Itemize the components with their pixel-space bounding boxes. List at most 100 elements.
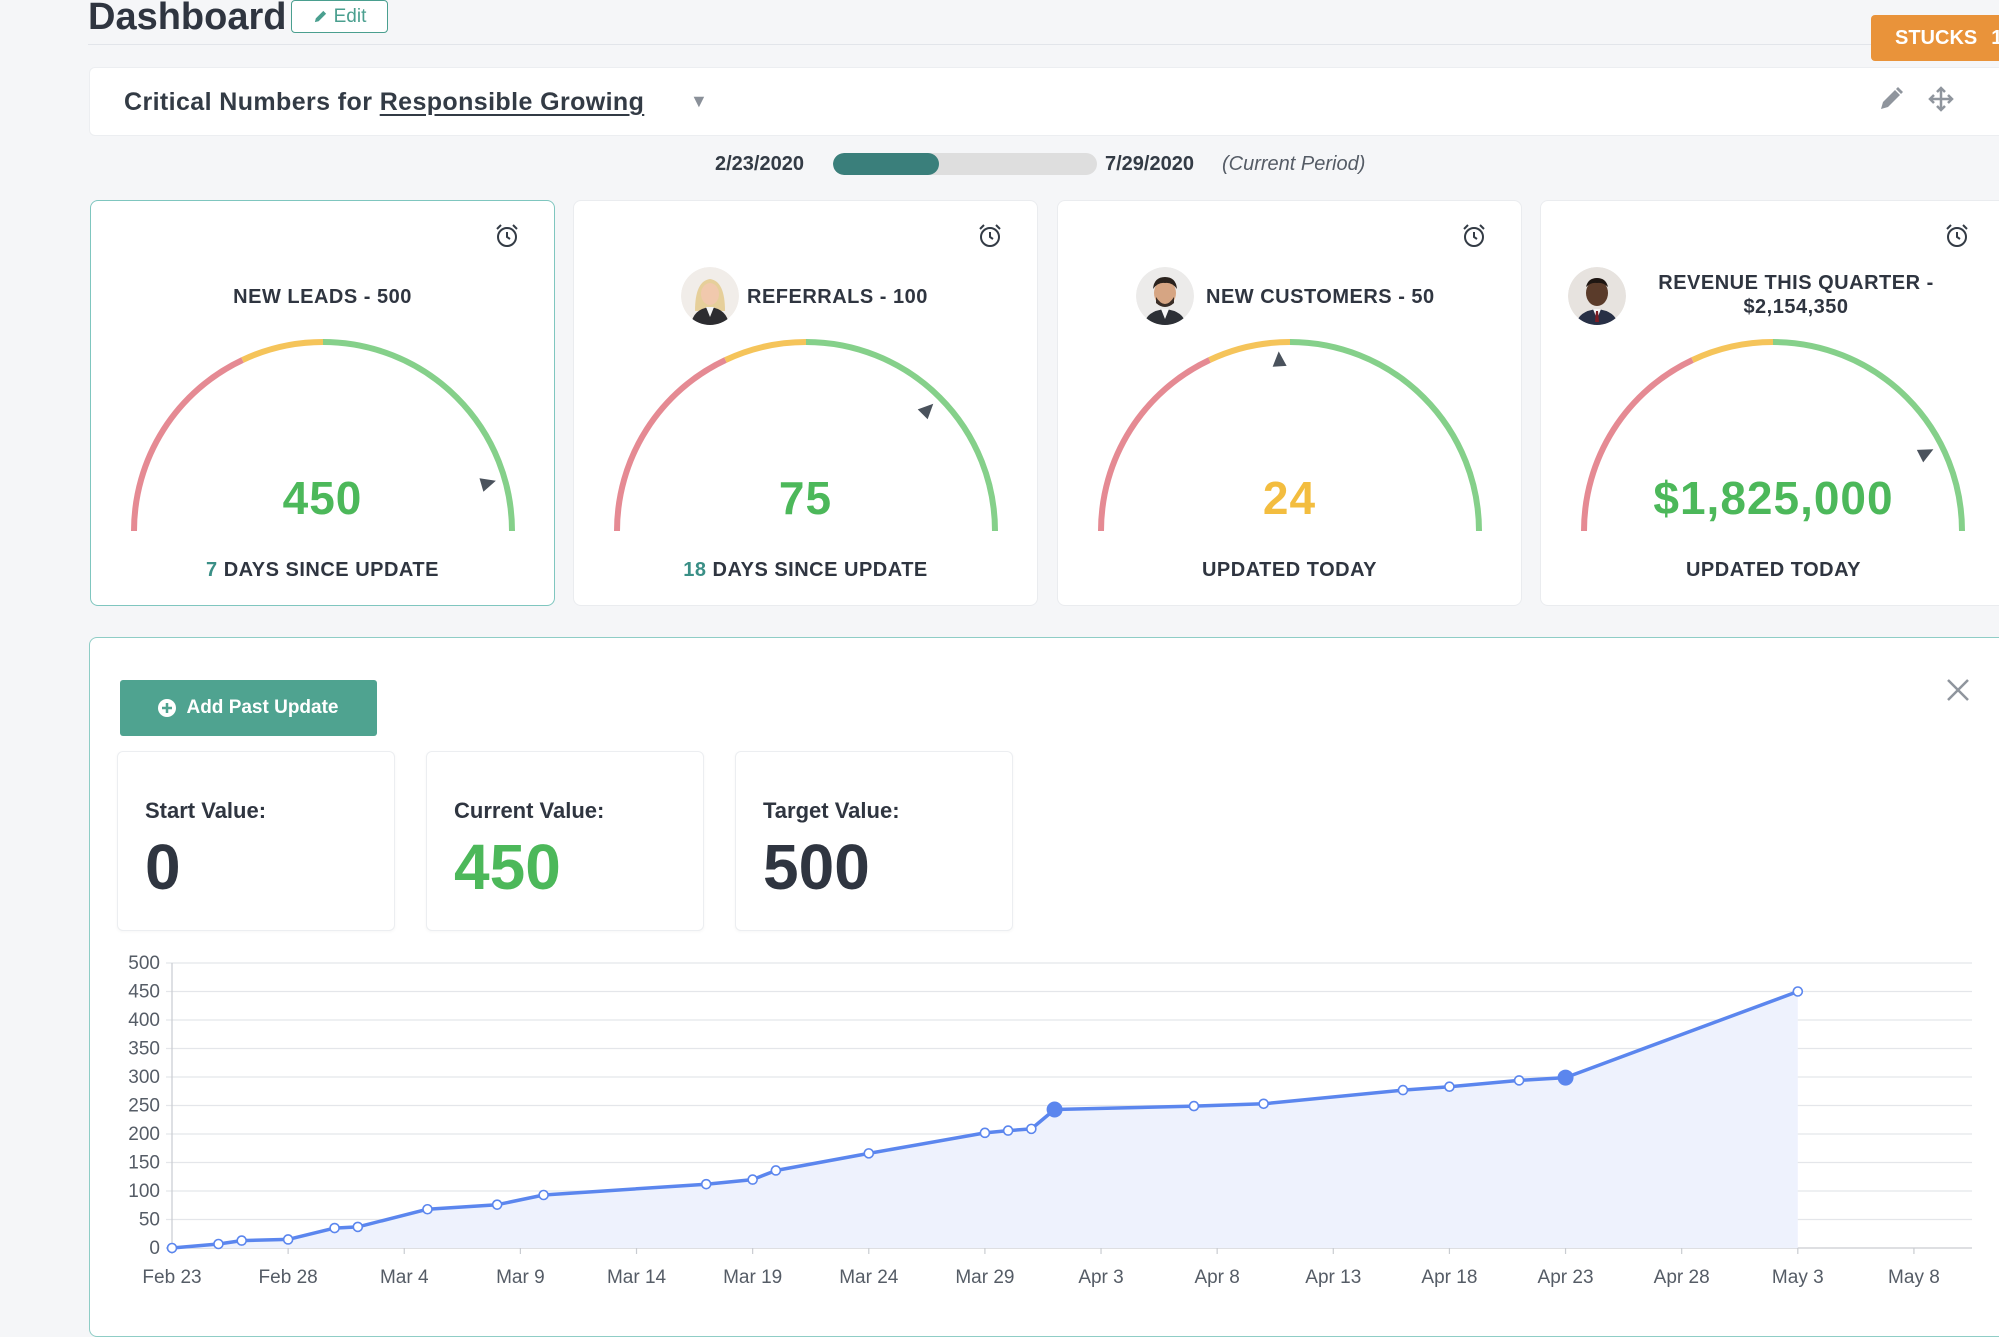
data-point [236,1235,247,1246]
gauge [131,339,515,532]
data-point [1513,1075,1525,1086]
metric-card-new-leads[interactable]: NEW LEADS - 500 450 7 DAYS SINCE UPDATE [90,200,555,606]
gauge-needle-marker [917,403,934,420]
gauge [614,339,998,532]
y-tick-label: 200 [128,1124,160,1145]
gauge-yellow-segment [724,339,807,363]
gauge-red-segment [131,357,244,532]
x-tick-label: Apr 23 [1538,1267,1594,1288]
period-note: (Current Period) [1222,153,1366,175]
data-point [1002,1125,1014,1136]
x-tick-label: Apr 8 [1194,1267,1239,1288]
data-point [1792,986,1804,997]
y-tick-label: 0 [149,1238,160,1259]
alarm-clock-icon[interactable] [1944,223,1970,249]
y-tick-label: 350 [128,1039,160,1060]
y-tick-label: 300 [128,1067,160,1088]
current-value: 450 [454,831,561,903]
target-value-label: Target Value: [763,798,900,823]
gauge-green-segment [322,339,515,532]
alarm-clock-icon[interactable] [1461,223,1487,249]
alarm-clock-icon[interactable] [494,223,520,249]
card-footer: 18 DAYS SINCE UPDATE [574,559,1037,582]
x-tick-label: Mar 29 [955,1267,1014,1288]
x-tick-label: Mar 14 [607,1267,667,1288]
move-icon[interactable] [1928,86,1954,112]
days-count: 18 [683,559,707,581]
x-tick-label: Mar 9 [496,1267,545,1288]
data-point [282,1234,294,1245]
gauge-green-segment [805,339,998,532]
period-end-date: 7/29/2020 [1105,153,1194,175]
plus-circle-icon [158,699,177,717]
y-tick-label: 450 [128,982,160,1003]
data-point [166,1242,178,1254]
start-value-box: Start Value: 0 [117,751,395,931]
data-point [213,1238,224,1250]
current-value-label: Current Value: [454,798,605,823]
gauge [1098,339,1482,532]
critical-numbers-name-link[interactable]: Responsible Growing [379,88,645,116]
gauge-yellow-segment [1691,339,1774,363]
card-footer: UPDATED TODAY [1058,559,1521,582]
data-point [700,1178,712,1190]
series-line [171,989,1799,1250]
card-title: REFERRALS - 100 [747,286,928,308]
data-point [538,1189,549,1201]
page-title: Dashboard [88,0,287,38]
data-point [1026,1123,1037,1135]
gauge-red-segment [614,357,727,532]
footer-text: UPDATED TODAY [1685,559,1862,581]
x-tick-label: Apr 13 [1305,1267,1361,1288]
metric-card-new-customers[interactable]: NEW CUSTOMERS - 50 24 UPDATED TODAY [1057,200,1522,606]
card-title: NEW LEADS - 500 [233,286,412,308]
metric-card-referrals[interactable]: REFERRALS - 100 75 18 DAYS SINCE UPDATE [573,200,1038,606]
gauge-needle-marker [1272,351,1287,367]
y-tick-label: 250 [128,1096,160,1117]
stucks-tab[interactable]: STUCKS 1 [1871,15,1999,61]
x-tick-label: Apr 28 [1654,1267,1710,1288]
gauge-green-segment [1289,339,1482,532]
target-value-box: Target Value: 500 [735,751,1013,931]
alarm-clock-icon[interactable] [977,223,1003,249]
x-tick-label: Feb 28 [259,1267,318,1288]
header-divider [88,44,1999,45]
card-value: 24 [1262,472,1317,524]
dropdown-caret-icon[interactable]: ▼ [690,91,708,111]
data-point [1444,1081,1455,1092]
current-value-box: Current Value: 450 [426,751,704,931]
data-point [329,1222,340,1234]
stucks-label: STUCKS [1895,26,1978,49]
x-tick-label: May 8 [1888,1267,1940,1288]
data-point [770,1165,782,1176]
period-start-date: 2/23/2020 [715,153,804,175]
y-tick-label: 50 [139,1210,160,1231]
edit-button-label: Edit [333,5,367,27]
add-past-update-button[interactable]: Add Past Update [120,680,377,736]
critical-numbers-title: Critical Numbers for Responsible Growing [124,88,644,117]
data-point [1397,1084,1409,1096]
series-area [172,991,1798,1248]
edit-button[interactable]: Edit [291,0,388,33]
stucks-count: 1 [1991,26,1999,49]
data-point [422,1203,433,1215]
metric-card-revenue[interactable]: REVENUE THIS QUARTER - $2,154,350 $1,825… [1540,200,1999,606]
period-progress-fill [833,153,939,175]
x-tick-label: Mar 19 [723,1267,782,1288]
gauge-yellow-segment [241,339,324,363]
add-past-update-label: Add Past Update [186,697,339,718]
close-icon[interactable] [1944,676,1972,704]
gauge-red-segment [1581,357,1694,532]
x-tick-label: Mar 24 [839,1267,899,1288]
pencil-icon[interactable] [1878,86,1904,112]
avatar [1568,267,1626,325]
gauge-green-segment [1772,339,1965,532]
footer-text: DAYS SINCE UPDATE [712,559,928,581]
target-value: 500 [763,831,870,903]
gauge-red-segment [1098,357,1211,532]
card-footer: UPDATED TODAY [1541,559,1999,582]
period-progress-bar [833,153,1097,175]
progress-line-chart: 0 50 100 150 200 250 300 350 400 450 500 Feb 23 Feb … [128,953,1972,1288]
data-point [863,1148,875,1159]
card-title-line2: $2,154,350 [1743,296,1849,318]
